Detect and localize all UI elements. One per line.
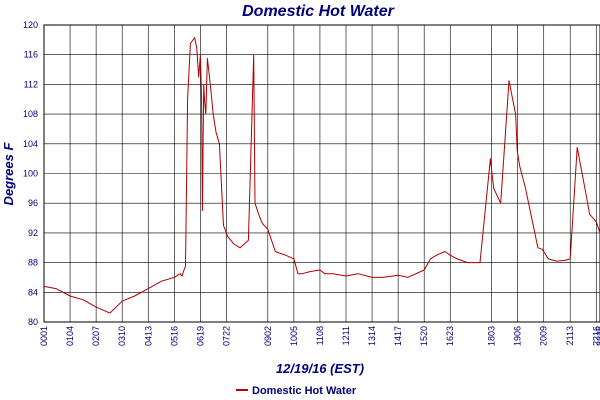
y-tick-label: 116 [24, 50, 38, 60]
x-tick-label: 1314 [367, 326, 377, 346]
y-tick-label: 92 [28, 228, 38, 238]
legend: Domestic Hot Water [236, 385, 357, 397]
y-tick-label: 96 [28, 198, 38, 208]
x-tick-label: 0207 [91, 326, 101, 346]
x-tick-label: 1211 [341, 326, 351, 345]
x-tick-label: 1417 [393, 326, 403, 346]
x-axis-ticks: 0001 0104 0207 0310 0413 0516 0619 0722 0902 1005… [39, 326, 600, 346]
x-tick-label: 1803 [487, 326, 497, 346]
series-layer [43, 37, 600, 314]
x-tick-label: 2225 [595, 326, 600, 346]
y-tick-label: 100 [23, 169, 38, 179]
x-tick-label: 1108 [315, 326, 325, 345]
grid [44, 25, 600, 322]
y-tick-label: 84 [28, 287, 38, 297]
legend-label: Domestic Hot Water [252, 385, 357, 397]
x-tick-label: 0413 [143, 326, 153, 346]
y-axis-ticks: 80 84 88 92 96 100 104 108 112 116 120 [23, 20, 38, 327]
x-tick-label: 2113 [565, 326, 575, 345]
series-line [43, 37, 600, 314]
chart-title: Domestic Hot Water [242, 3, 395, 20]
y-tick-label: 112 [24, 79, 38, 89]
x-tick-label: 2009 [539, 326, 549, 346]
x-axis-label: 12/19/16 (EST) [276, 361, 364, 376]
x-tick-label: 0722 [221, 326, 231, 346]
x-tick-label: 0310 [117, 326, 127, 346]
x-tick-label: 0516 [169, 326, 179, 346]
y-tick-label: 88 [28, 258, 38, 268]
x-tick-label: 1005 [289, 326, 299, 346]
y-tick-label: 120 [23, 20, 38, 30]
y-tick-label: 104 [23, 139, 38, 149]
x-tick-label: 2216 [591, 326, 600, 346]
x-tick-label: 1623 [445, 326, 455, 346]
plot-frame [43, 24, 600, 323]
x-tick-label: 0104 [65, 326, 75, 346]
x-tick-label: 0001 [39, 326, 49, 346]
x-tick-label: 1906 [513, 326, 523, 346]
y-tick-label: 108 [23, 109, 38, 119]
x-tick-label: 0619 [195, 326, 205, 346]
x-tick-label: 1520 [419, 326, 429, 346]
x-tick-label: 0902 [263, 326, 273, 346]
y-axis-label: Degrees F [1, 142, 16, 206]
y-tick-label: 80 [28, 317, 38, 327]
